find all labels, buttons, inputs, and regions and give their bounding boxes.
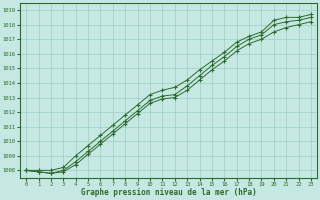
X-axis label: Graphe pression niveau de la mer (hPa): Graphe pression niveau de la mer (hPa) (81, 188, 256, 197)
